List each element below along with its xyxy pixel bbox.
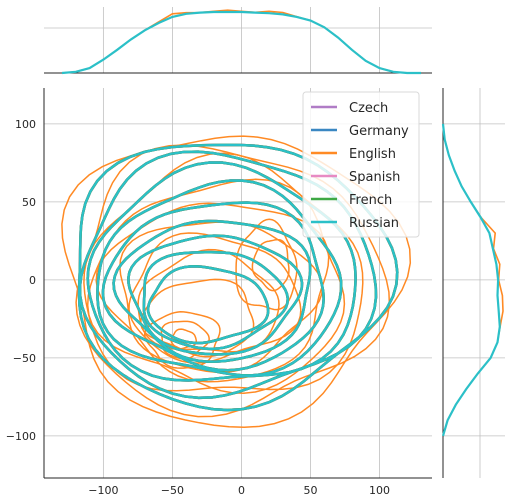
- x-tick-labels: −100 −50 0 50 100: [88, 484, 390, 497]
- y-tick-label: −50: [13, 352, 36, 365]
- russian-contour: [101, 201, 325, 372]
- legend: Czech Germany English Spanish French Russian: [302, 91, 420, 238]
- russian-contour: [112, 219, 312, 363]
- english-contour: [119, 221, 324, 373]
- russian-contour: [146, 265, 270, 345]
- legend-label-russian: Russian: [349, 216, 399, 231]
- main-spines: [43, 88, 432, 479]
- x-tick-label: −100: [88, 484, 118, 497]
- legend-label-spanish: Spanish: [349, 170, 400, 185]
- russian-y-density: [441, 123, 501, 437]
- russian-contour: [142, 251, 289, 351]
- russian-contour: [86, 161, 357, 382]
- y-tick-label: −100: [6, 430, 36, 443]
- english-contour: [160, 320, 210, 360]
- russian-contour: [96, 179, 343, 377]
- english-contour: [86, 178, 346, 394]
- y-tick-label: 100: [15, 118, 36, 131]
- x-tick-label: −50: [161, 484, 184, 497]
- legend-label-french: French: [349, 193, 392, 208]
- legend-label-germany: Germany: [349, 124, 409, 139]
- y-marginal-density: [441, 88, 505, 478]
- y-tick-labels: 100 50 0 −50 −100: [6, 118, 36, 443]
- y-tick-label: 50: [22, 196, 36, 209]
- x-marginal-density: [44, 7, 432, 75]
- english-contour: [128, 232, 302, 364]
- legend-label-english: English: [349, 147, 396, 162]
- y-tick-label: 0: [29, 274, 36, 287]
- x-tick-label: 100: [369, 484, 390, 497]
- x-tick-label: 0: [238, 484, 245, 497]
- russian-contour: [127, 234, 304, 356]
- x-tick-label: 50: [303, 484, 317, 497]
- legend-box: [302, 91, 420, 238]
- english-contour: [235, 218, 298, 311]
- english-contour: [251, 238, 290, 292]
- legend-label-czech: Czech: [349, 101, 388, 116]
- russian-x-density: [61, 10, 421, 75]
